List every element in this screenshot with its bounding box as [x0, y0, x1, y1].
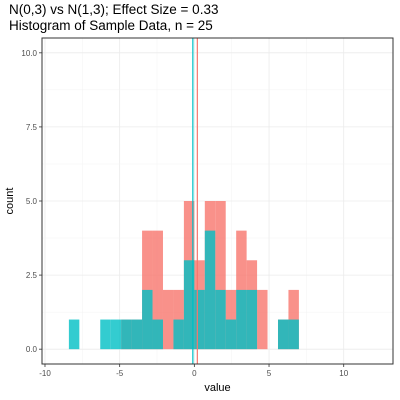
histogram-bar-series-2	[142, 289, 153, 350]
y-tick-label: 5.0	[26, 197, 38, 206]
histogram-bar-series-2	[225, 319, 237, 350]
histogram-bar-series-2	[131, 319, 143, 350]
histogram-bar-series-1	[215, 201, 226, 350]
x-tick-label: 5	[267, 369, 272, 378]
y-tick-label: 0.0	[26, 345, 38, 354]
histogram-bar-series-2	[121, 319, 132, 350]
x-tick-label: -10	[39, 369, 51, 378]
histogram-bar-series-2	[277, 319, 289, 350]
histogram-bar-series-1	[257, 289, 268, 350]
histogram-bar-series-2	[236, 289, 247, 350]
y-tick-label: 2.5	[26, 271, 38, 280]
y-tick-label: 10.0	[21, 49, 37, 58]
histogram-bar-series-2	[68, 319, 80, 350]
histogram-bar-series-2	[183, 260, 195, 350]
x-axis-label: value	[204, 382, 230, 394]
y-tick-label: 7.5	[26, 123, 38, 132]
histogram-bar-series-2	[173, 319, 184, 350]
histogram-bar-series-2	[152, 319, 163, 350]
histogram-bar-series-2	[288, 319, 299, 350]
histogram-bar-series-2	[110, 319, 122, 350]
histogram-bar-series-1	[162, 289, 174, 350]
y-axis-label: count	[4, 188, 16, 215]
histogram-bar-series-2	[194, 289, 205, 350]
chart-title: N(0,3) vs N(1,3); Effect Size = 0.33	[9, 2, 219, 17]
histogram-bar-series-1	[152, 230, 163, 350]
histogram-bar-series-2	[100, 319, 111, 350]
histogram-bar-series-2	[215, 289, 226, 350]
histogram-bar-series-2	[204, 230, 216, 350]
x-tick-label: 0	[192, 369, 197, 378]
x-tick-label: -5	[116, 369, 124, 378]
x-tick-label: 10	[339, 369, 348, 378]
histogram-bar-series-2	[246, 289, 258, 350]
chart-subtitle: Histogram of Sample Data, n = 25	[9, 18, 213, 33]
